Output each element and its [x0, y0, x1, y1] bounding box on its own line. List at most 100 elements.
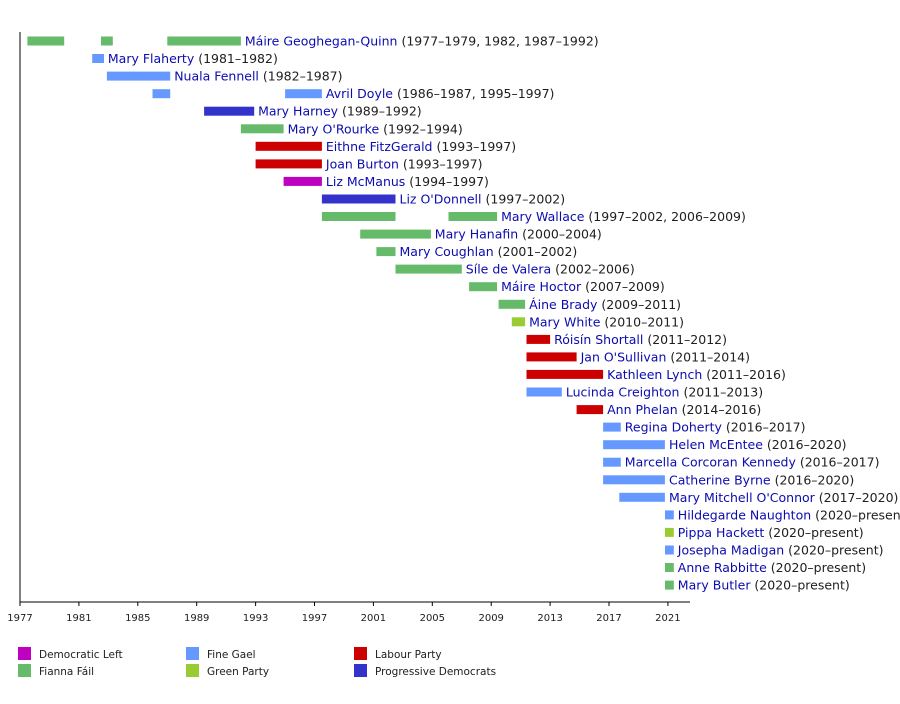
minister-label: Mary O'Rourke (1992–1994) [288, 121, 463, 136]
term-bar [619, 492, 665, 502]
minister-label: Liz McManus (1994–1997) [326, 174, 489, 189]
term-years: (2007–2009) [581, 279, 665, 294]
minister-name-link[interactable]: Marcella Corcoran Kennedy [625, 455, 797, 470]
timeline-row: Liz O'Donnell (1997–2002) [321, 192, 565, 207]
minister-label: Mary Hanafin (2000–2004) [435, 227, 602, 242]
minister-label: Lucinda Creighton (2011–2013) [566, 385, 763, 400]
minister-label: Mary Coughlan (2001–2002) [400, 244, 578, 259]
term-bar [376, 247, 396, 257]
x-tick-label: 1997 [302, 613, 327, 624]
term-years: (1992–1994) [379, 121, 463, 136]
minister-name-link[interactable]: Mary Coughlan [400, 244, 494, 259]
term-years: (2017–2020) [815, 490, 899, 505]
timeline-row: Anne Rabbitte (2020–present) [665, 560, 866, 575]
minister-name-link[interactable]: Máire Geoghegan-Quinn [245, 34, 398, 49]
minister-name-link[interactable]: Mary Hanafin [435, 227, 518, 242]
minister-label: Máire Hoctor (2007–2009) [501, 279, 665, 294]
minister-name-link[interactable]: Joan Burton [325, 156, 399, 171]
timeline-row: Mary Mitchell O'Connor (2017–2020) [619, 490, 898, 505]
timeline-row: Mary Harney (1989–1992) [204, 104, 422, 119]
term-years: (1982–1987) [259, 69, 343, 84]
timeline-row: Regina Doherty (2016–2017) [603, 420, 806, 435]
timeline-row: Mary O'Rourke (1992–1994) [240, 121, 463, 136]
timeline-row: Hildegarde Naughton (2020–present) [665, 507, 900, 522]
term-bar [603, 457, 621, 467]
minister-label: Mary White (2010–2011) [529, 314, 684, 329]
timeline-row: Mary Wallace (1997–2002, 2006–2009) [321, 209, 746, 224]
minister-name-link[interactable]: Máire Hoctor [501, 279, 582, 294]
timeline-row: Máire Hoctor (2007–2009) [469, 279, 665, 294]
legend-label: Labour Party [375, 649, 442, 661]
term-years: (2020–present) [764, 525, 863, 540]
minister-name-link[interactable]: Síle de Valera [466, 262, 551, 277]
minister-label: Mary Butler (2020–present) [678, 578, 850, 593]
term-years: (1993–1997) [399, 156, 483, 171]
minister-label: Áine Brady (2009–2011) [529, 297, 681, 312]
minister-name-link[interactable]: Avril Doyle [326, 86, 393, 101]
minister-name-link[interactable]: Anne Rabbitte [678, 560, 767, 575]
minister-name-link[interactable]: Mary O'Rourke [288, 121, 380, 136]
term-bar [603, 475, 665, 485]
term-years: (2009–2011) [597, 297, 681, 312]
x-tick-label: 2001 [361, 613, 386, 624]
term-bar [106, 71, 171, 81]
minister-name-link[interactable]: Mary Butler [678, 578, 752, 593]
timeline-row: Helen McEntee (2016–2020) [603, 437, 847, 452]
minister-name-link[interactable]: Róisín Shortall [554, 332, 643, 347]
minister-name-link[interactable]: Liz O'Donnell [400, 192, 482, 207]
term-bar [204, 106, 255, 116]
minister-name-link[interactable]: Hildegarde Naughton [678, 507, 811, 522]
minister-label: Mary Mitchell O'Connor (2017–2020) [669, 490, 898, 505]
minister-name-link[interactable]: Nuala Fennell [174, 69, 259, 84]
minister-name-link[interactable]: Ann Phelan [607, 402, 678, 417]
term-bar [665, 527, 674, 537]
legend-label: Fianna Fáil [39, 666, 94, 678]
minister-name-link[interactable]: Eithne FitzGerald [326, 139, 433, 154]
legend: Democratic Left Fianna Fáil Fine Gael Green… [18, 647, 496, 678]
term-years: (2011–2012) [643, 332, 727, 347]
minister-name-link[interactable]: Áine Brady [529, 297, 598, 312]
minister-label: Máire Geoghegan-Quinn (1977–1979, 1982, … [245, 34, 599, 49]
term-years: (2016–2017) [722, 420, 806, 435]
minister-label: Avril Doyle (1986–1987, 1995–1997) [326, 86, 555, 101]
legend-swatch [354, 647, 367, 660]
timeline-row: Pippa Hackett (2020–present) [665, 525, 864, 540]
minister-name-link[interactable]: Helen McEntee [669, 437, 763, 452]
term-bar [526, 387, 562, 397]
term-years: (2011–2014) [666, 349, 750, 364]
minister-name-link[interactable]: Mary Wallace [501, 209, 585, 224]
minister-name-link[interactable]: Kathleen Lynch [607, 367, 702, 382]
term-bar [167, 36, 241, 46]
minister-name-link[interactable]: Liz McManus [326, 174, 405, 189]
x-tick-label: 2005 [420, 613, 445, 624]
term-bar [665, 580, 674, 590]
term-bar [152, 89, 171, 99]
x-axis-ticks: 1977 1981 1985 1989 1993 1997 2001 2005 2009 2013… [7, 602, 681, 624]
minister-label: Eithne FitzGerald (1993–1997) [326, 139, 516, 154]
term-bar [498, 299, 526, 309]
minister-name-link[interactable]: Pippa Hackett [678, 525, 765, 540]
x-tick-label: 1993 [243, 613, 268, 624]
term-bar [360, 229, 431, 239]
minister-name-link[interactable]: Catherine Byrne [669, 472, 771, 487]
minister-name-link[interactable]: Lucinda Creighton [566, 385, 680, 400]
minister-name-link[interactable]: Jan O'Sullivan [580, 349, 667, 364]
legend-swatch [354, 664, 367, 677]
x-tick-label: 1977 [7, 613, 32, 624]
minister-label: Marcella Corcoran Kennedy (2016–2017) [625, 455, 880, 470]
term-years: (1993–1997) [432, 139, 516, 154]
minister-name-link[interactable]: Mary Harney [258, 104, 339, 119]
timeline-row: Mary Hanafin (2000–2004) [360, 227, 602, 242]
minister-name-link[interactable]: Mary White [529, 314, 601, 329]
legend-label: Democratic Left [39, 649, 123, 661]
minister-name-link[interactable]: Josepha Madigan [677, 543, 784, 558]
minister-name-link[interactable]: Regina Doherty [625, 420, 723, 435]
legend-swatch [18, 664, 31, 677]
timeline-row: Róisín Shortall (2011–2012) [526, 332, 727, 347]
term-years: (2020–present) [784, 543, 883, 558]
term-bar [665, 510, 674, 520]
term-bar [603, 440, 665, 450]
minister-name-link[interactable]: Mary Flaherty [108, 51, 195, 66]
minister-label: Mary Flaherty (1981–1982) [108, 51, 278, 66]
minister-name-link[interactable]: Mary Mitchell O'Connor [669, 490, 816, 505]
